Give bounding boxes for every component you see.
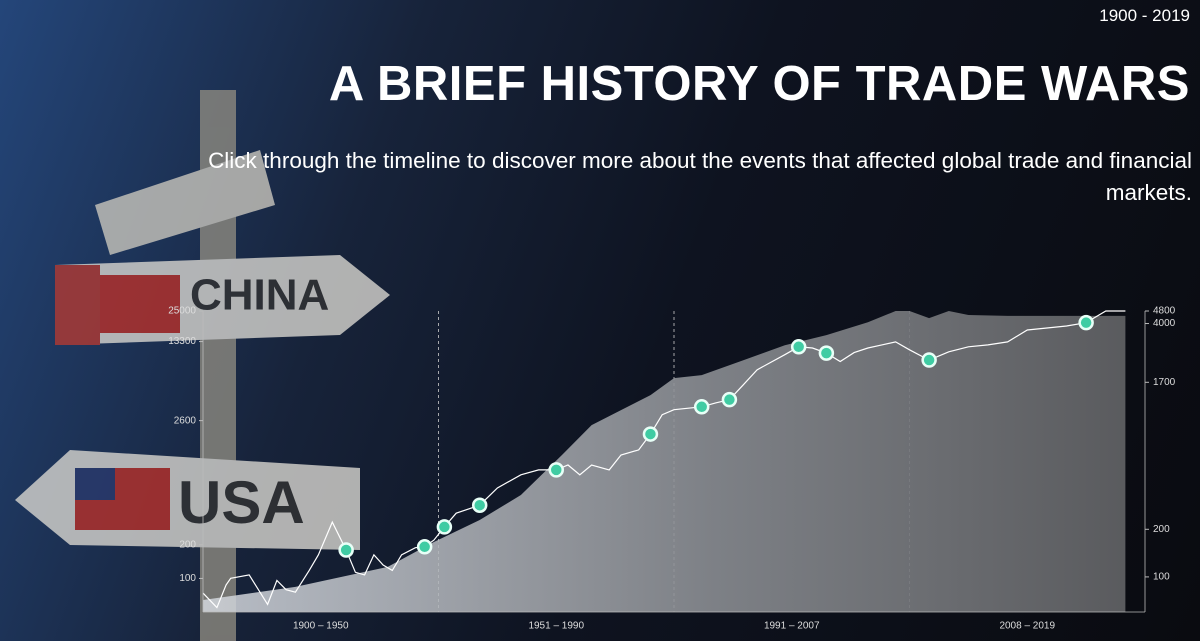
y2-tick-label: 1700	[1153, 377, 1176, 388]
event-marker	[721, 391, 738, 408]
y2-tick-label: 4000	[1153, 318, 1176, 329]
y-tick-label: 100	[179, 573, 196, 584]
event-marker	[548, 462, 564, 478]
sign-text: CHINA	[190, 271, 329, 320]
y-tick-label: 25000	[168, 306, 196, 317]
sign-stripe	[55, 265, 100, 345]
event-marker	[416, 539, 433, 555]
era-label: 1900 – 1950	[293, 621, 349, 632]
y-tick-label: 200	[179, 539, 196, 550]
subtitle: Click through the timeline to discover m…	[208, 148, 1192, 205]
line	[202, 310, 1126, 609]
sign-flag-canton	[75, 468, 115, 500]
era-label: 1991 – 2007	[764, 621, 820, 632]
event-marker	[338, 542, 354, 558]
sign-text: USA	[178, 469, 305, 536]
y2-tick-label: 4800	[1153, 306, 1176, 317]
sign-flag	[100, 275, 180, 333]
event-marker	[436, 519, 453, 535]
event-marker	[790, 339, 807, 355]
sign-board	[95, 150, 275, 255]
area	[203, 311, 1126, 612]
page-title: A BRIEF HISTORY OF TRADE WARS	[328, 57, 1190, 111]
y-tick-label: 2600	[174, 415, 197, 426]
event-marker	[818, 345, 835, 361]
event-marker	[921, 352, 937, 368]
y2-tick-label: 200	[1153, 524, 1170, 535]
y2-tick-label: 100	[1153, 572, 1170, 583]
event-marker	[471, 497, 488, 513]
era-label: 2008 – 2019	[999, 621, 1055, 632]
y-tick-label: 13300	[168, 336, 196, 347]
event-marker	[642, 426, 659, 442]
background-photo: CHINA USA	[15, 90, 390, 641]
era-label: 1951 – 1990	[528, 621, 584, 632]
date-range: 1900 - 2019	[1099, 6, 1190, 25]
event-marker	[693, 399, 710, 415]
event-marker	[1078, 314, 1094, 331]
